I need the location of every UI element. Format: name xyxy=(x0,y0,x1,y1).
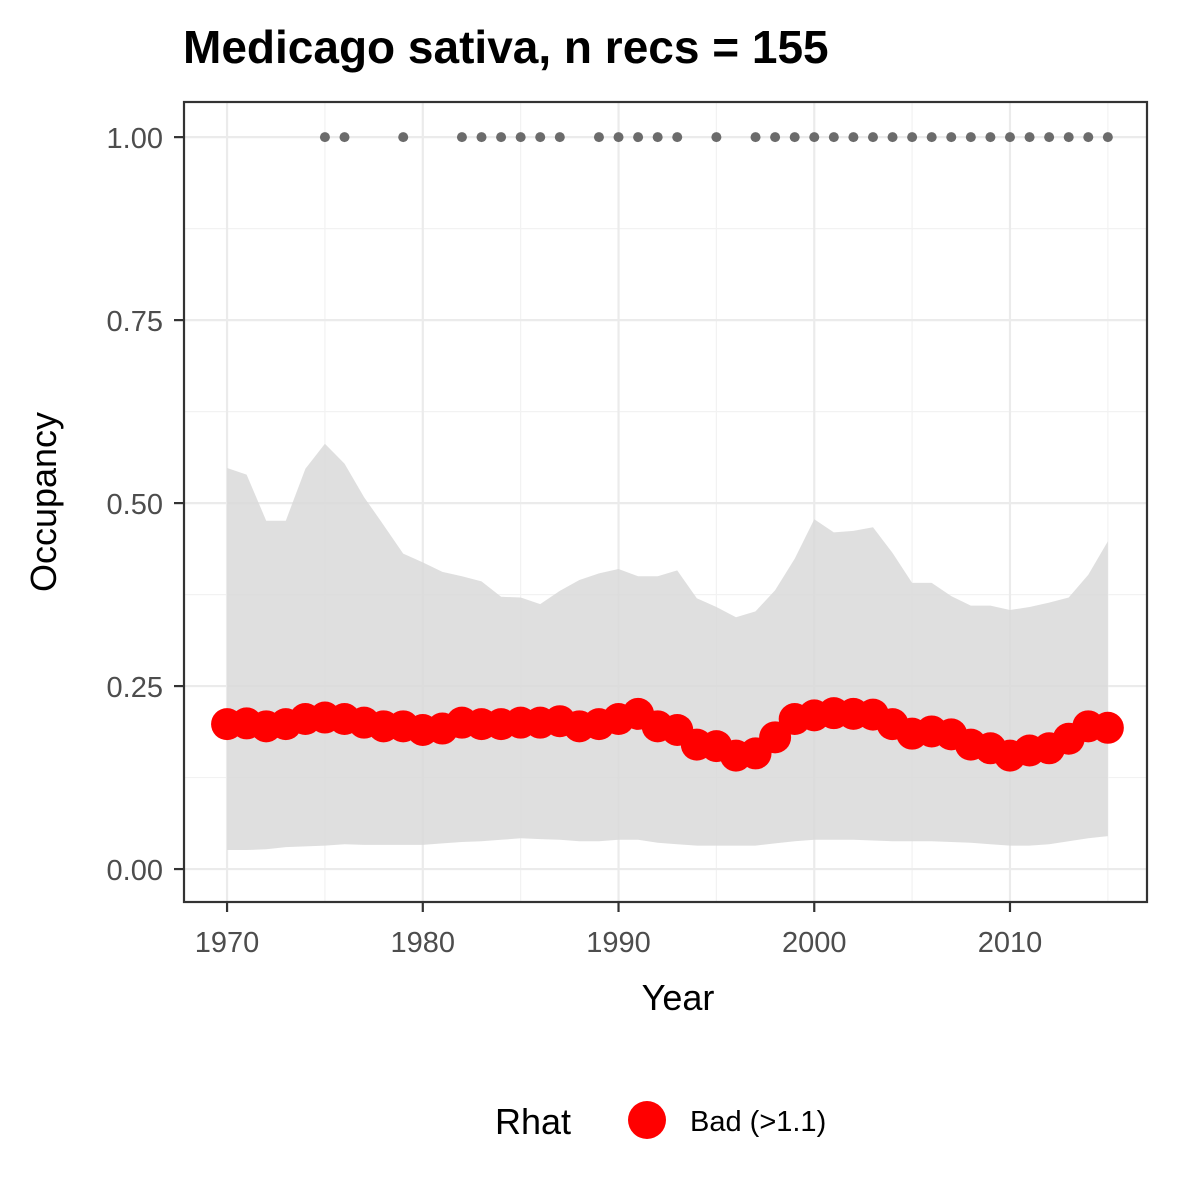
x-tick-label: 1990 xyxy=(586,927,651,959)
record-point xyxy=(319,132,330,143)
credible-interval-ribbon xyxy=(227,443,1108,850)
record-point xyxy=(750,132,761,143)
record-point xyxy=(867,132,878,143)
x-tick-label: 2000 xyxy=(782,927,847,959)
record-points-layer xyxy=(319,132,1113,143)
record-point xyxy=(613,132,624,143)
x-axis: 1970 1980 1990 2000 2010 xyxy=(195,902,1042,959)
record-point xyxy=(1063,132,1074,143)
record-point xyxy=(633,132,644,143)
record-point xyxy=(339,132,350,143)
record-point xyxy=(809,132,820,143)
record-point xyxy=(848,132,859,143)
record-point xyxy=(515,132,526,143)
record-point xyxy=(652,132,663,143)
record-point xyxy=(946,132,957,143)
record-point xyxy=(985,132,996,143)
record-point xyxy=(1083,132,1094,143)
record-point xyxy=(770,132,781,143)
y-tick-label: 0.75 xyxy=(107,306,163,338)
mean-point xyxy=(1091,711,1124,744)
legend: Rhat Bad (>1.1) xyxy=(495,1101,826,1142)
record-point xyxy=(496,132,507,143)
record-point xyxy=(926,132,937,143)
record-point xyxy=(789,132,800,143)
mean-points-layer xyxy=(211,697,1124,772)
record-point xyxy=(965,132,976,143)
record-point xyxy=(887,132,898,143)
record-point xyxy=(398,132,409,143)
y-axis-title: Occupancy xyxy=(23,412,64,592)
ribbon-layer xyxy=(227,443,1108,850)
record-point xyxy=(711,132,722,143)
y-tick-label: 0.25 xyxy=(107,672,163,704)
x-tick-label: 1980 xyxy=(391,927,456,959)
y-tick-label: 0.00 xyxy=(107,855,163,887)
record-point xyxy=(1024,132,1035,143)
legend-entry-label: Bad (>1.1) xyxy=(690,1106,826,1138)
record-point xyxy=(828,132,839,143)
record-point xyxy=(672,132,683,143)
y-tick-label: 0.50 xyxy=(107,489,163,521)
x-tick-label: 1970 xyxy=(195,927,260,959)
legend-title: Rhat xyxy=(495,1101,571,1142)
record-point xyxy=(1102,132,1113,143)
record-point xyxy=(456,132,467,143)
x-axis-title: Year xyxy=(642,977,715,1018)
chart-title: Medicago sativa, n recs = 155 xyxy=(183,21,829,73)
record-point xyxy=(1004,132,1015,143)
record-point xyxy=(554,132,565,143)
y-axis: 0.00 0.25 0.50 0.75 1.00 xyxy=(107,123,184,887)
x-tick-label: 2010 xyxy=(978,927,1043,959)
legend-key-circle xyxy=(628,1101,666,1139)
record-point xyxy=(476,132,487,143)
record-point xyxy=(593,132,604,143)
record-point xyxy=(907,132,918,143)
record-point xyxy=(535,132,546,143)
record-point xyxy=(1044,132,1055,143)
y-tick-label: 1.00 xyxy=(107,123,163,155)
